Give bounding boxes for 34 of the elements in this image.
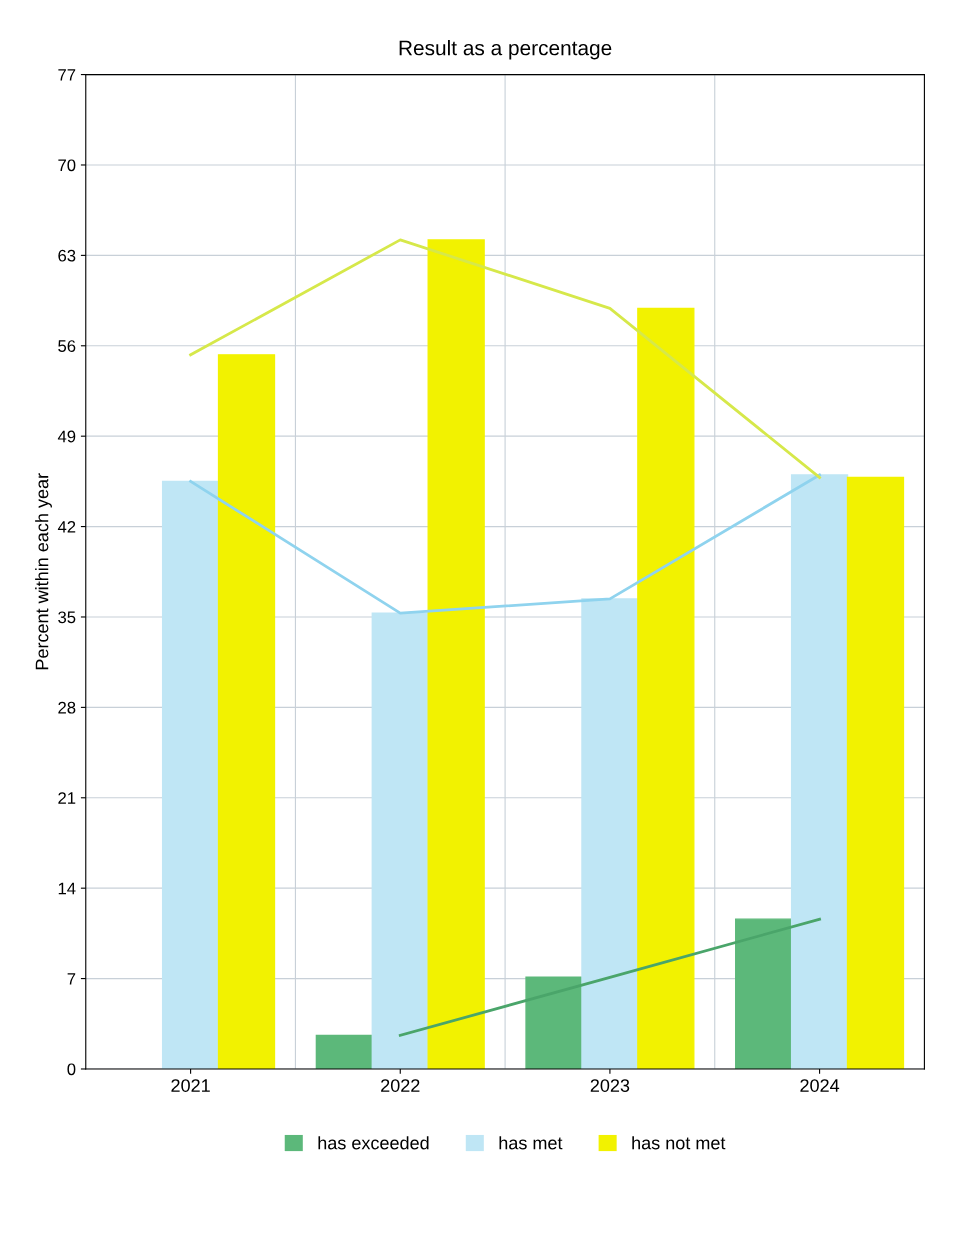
y-tick-label: 77 <box>58 69 76 81</box>
y-tick-label: 14 <box>58 882 76 895</box>
chart-title: Result as a percentage <box>399 40 612 60</box>
legend-label: has not met <box>632 1136 726 1150</box>
bar <box>581 598 639 1069</box>
x-tick-label: 2024 <box>800 1079 840 1092</box>
x-tick-label: 2021 <box>171 1079 210 1092</box>
y-tick-label: 35 <box>58 611 76 624</box>
y-axis-title: Percent within each year <box>35 473 52 670</box>
line-series <box>189 238 821 479</box>
y-tick-label: 7 <box>67 973 76 985</box>
bar <box>790 474 849 1069</box>
bar <box>217 354 276 1069</box>
y-tick-label: 70 <box>58 159 76 172</box>
y-tick-label: 49 <box>57 430 76 443</box>
y-tick-label: 63 <box>58 249 76 262</box>
bar <box>371 612 429 1069</box>
x-tick-label: 2023 <box>590 1079 630 1092</box>
bar <box>525 976 583 1069</box>
bar <box>735 918 793 1069</box>
y-tick-label: 56 <box>58 340 76 352</box>
y-tick-label: 21 <box>58 792 76 804</box>
legend-label: has exceeded <box>318 1136 429 1150</box>
bar <box>315 1034 374 1069</box>
legend-label: has met <box>499 1136 563 1150</box>
y-tick-label: 42 <box>57 520 76 533</box>
bar <box>161 480 220 1069</box>
bar <box>846 476 905 1069</box>
bar <box>427 239 485 1069</box>
bar <box>637 307 695 1069</box>
y-tick-label: 28 <box>58 701 76 714</box>
y-tick-label: 0 <box>67 1063 76 1076</box>
line-series <box>189 473 821 615</box>
x-tick-label: 2022 <box>381 1079 420 1092</box>
